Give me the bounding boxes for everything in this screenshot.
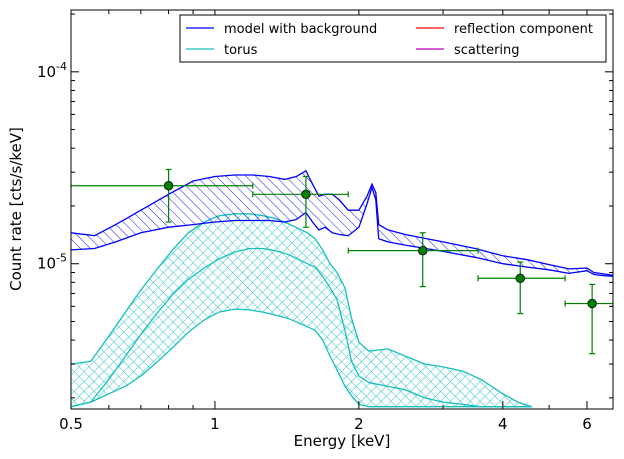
data-point-marker [587, 298, 597, 309]
torus-lower-line [71, 308, 532, 408]
y-tick-label: 10-5 [37, 252, 67, 273]
x-tick-label: 4 [498, 415, 508, 433]
x-tick-label: 1 [210, 415, 220, 433]
data-point-marker [418, 245, 428, 256]
torus-upper-line [71, 213, 533, 408]
data-point [477, 261, 566, 315]
plot-frame [70, 9, 614, 410]
x-tick-label: 6 [582, 415, 592, 433]
model-upper-line [71, 169, 613, 276]
y-axis-label: Count rate [cts/s/keV] [7, 127, 25, 291]
torus-mid-line [71, 247, 532, 408]
data-point-marker [301, 189, 311, 200]
data-point [71, 168, 254, 223]
data-point [347, 232, 479, 288]
y-tick-label: 10-4 [37, 60, 67, 81]
legend-label: reflection component [454, 22, 593, 37]
legend-entry: scattering [416, 43, 520, 58]
axis-ticks: 0.5 1 2 4 6 10-5 10-4 [37, 10, 613, 433]
data-point [252, 175, 349, 228]
legend-label: torus [224, 43, 258, 58]
legend-label: model with background [224, 22, 377, 37]
x-axis-label: Energy [keV] [294, 432, 391, 450]
legend-entry: torus [186, 43, 258, 58]
model-lower-line [71, 185, 613, 277]
axes-frame [70, 9, 614, 410]
data-point-marker [515, 273, 525, 283]
x-tick-label: 2 [354, 415, 364, 433]
legend-box [179, 14, 607, 63]
data-point-marker [163, 181, 174, 191]
x-tick-label: 0.5 [59, 415, 83, 433]
plot-area [71, 168, 613, 408]
legend-entry: model with background [186, 22, 377, 37]
legend: model with background torus reflection com… [179, 14, 607, 63]
data-point [564, 283, 613, 355]
legend-label: scattering [454, 43, 520, 58]
torus-band-fill [71, 213, 532, 407]
legend-entry: reflection component [416, 22, 593, 37]
